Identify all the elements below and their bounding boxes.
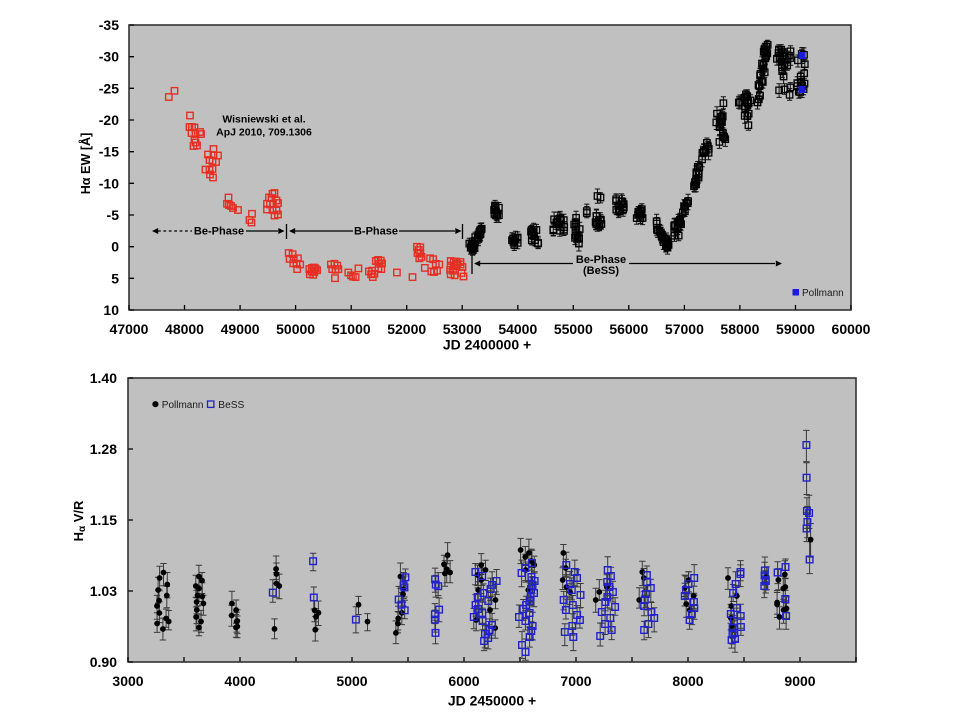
- svg-text:54000: 54000: [498, 321, 537, 337]
- svg-text:-10: -10: [99, 175, 119, 191]
- svg-text:Pollmann: Pollmann: [802, 288, 844, 299]
- svg-text:Hα V/R: Hα V/R: [71, 500, 88, 541]
- svg-text:4000: 4000: [224, 673, 255, 689]
- svg-text:57000: 57000: [665, 321, 704, 337]
- svg-text:1.40: 1.40: [90, 370, 117, 386]
- svg-text:58000: 58000: [720, 321, 759, 337]
- svg-text:(BeSS): (BeSS): [583, 265, 619, 277]
- svg-text:9000: 9000: [784, 673, 815, 689]
- svg-text:-25: -25: [99, 80, 119, 96]
- svg-text:ApJ 2010, 709.1306: ApJ 2010, 709.1306: [216, 127, 312, 139]
- svg-text:0: 0: [111, 239, 119, 255]
- svg-text:47000: 47000: [110, 321, 149, 337]
- svg-text:1.15: 1.15: [90, 512, 117, 528]
- svg-text:1.28: 1.28: [90, 441, 117, 457]
- svg-text:Wisniewski et al.: Wisniewski et al.: [222, 114, 305, 126]
- svg-text:-5: -5: [107, 207, 120, 223]
- svg-text:50000: 50000: [276, 321, 315, 337]
- svg-text:59000: 59000: [776, 321, 815, 337]
- svg-text:5: 5: [111, 270, 119, 286]
- svg-text:B-Phase: B-Phase: [354, 226, 398, 238]
- svg-text:-15: -15: [99, 144, 119, 160]
- svg-text:Be-Phase: Be-Phase: [576, 254, 626, 266]
- svg-text:55000: 55000: [554, 321, 593, 337]
- svg-text:5000: 5000: [336, 673, 367, 689]
- svg-text:7000: 7000: [560, 673, 591, 689]
- svg-text:JD 2400000 +: JD 2400000 +: [443, 337, 531, 353]
- svg-text:3000: 3000: [112, 673, 143, 689]
- svg-text:Be-Phase: Be-Phase: [194, 226, 244, 238]
- svg-text:60000: 60000: [832, 321, 871, 337]
- svg-text:0.90: 0.90: [90, 654, 117, 670]
- svg-text:52000: 52000: [387, 321, 426, 337]
- svg-text:8000: 8000: [672, 673, 703, 689]
- svg-text:-35: -35: [99, 17, 119, 33]
- svg-text:JD 2450000 +: JD 2450000 +: [448, 693, 536, 709]
- svg-text:10: 10: [103, 302, 119, 318]
- svg-text:BeSS: BeSS: [218, 400, 244, 411]
- svg-text:6000: 6000: [448, 673, 479, 689]
- svg-text:Pollmann: Pollmann: [162, 400, 204, 411]
- svg-text:51000: 51000: [332, 321, 371, 337]
- svg-text:49000: 49000: [221, 321, 260, 337]
- svg-text:1.03: 1.03: [90, 583, 117, 599]
- svg-text:-30: -30: [99, 49, 119, 65]
- svg-text:-20: -20: [99, 112, 119, 128]
- svg-text:53000: 53000: [443, 321, 482, 337]
- svg-text:48000: 48000: [165, 321, 204, 337]
- svg-text:Hα EW [Å]: Hα EW [Å]: [78, 133, 93, 195]
- svg-text:56000: 56000: [609, 321, 648, 337]
